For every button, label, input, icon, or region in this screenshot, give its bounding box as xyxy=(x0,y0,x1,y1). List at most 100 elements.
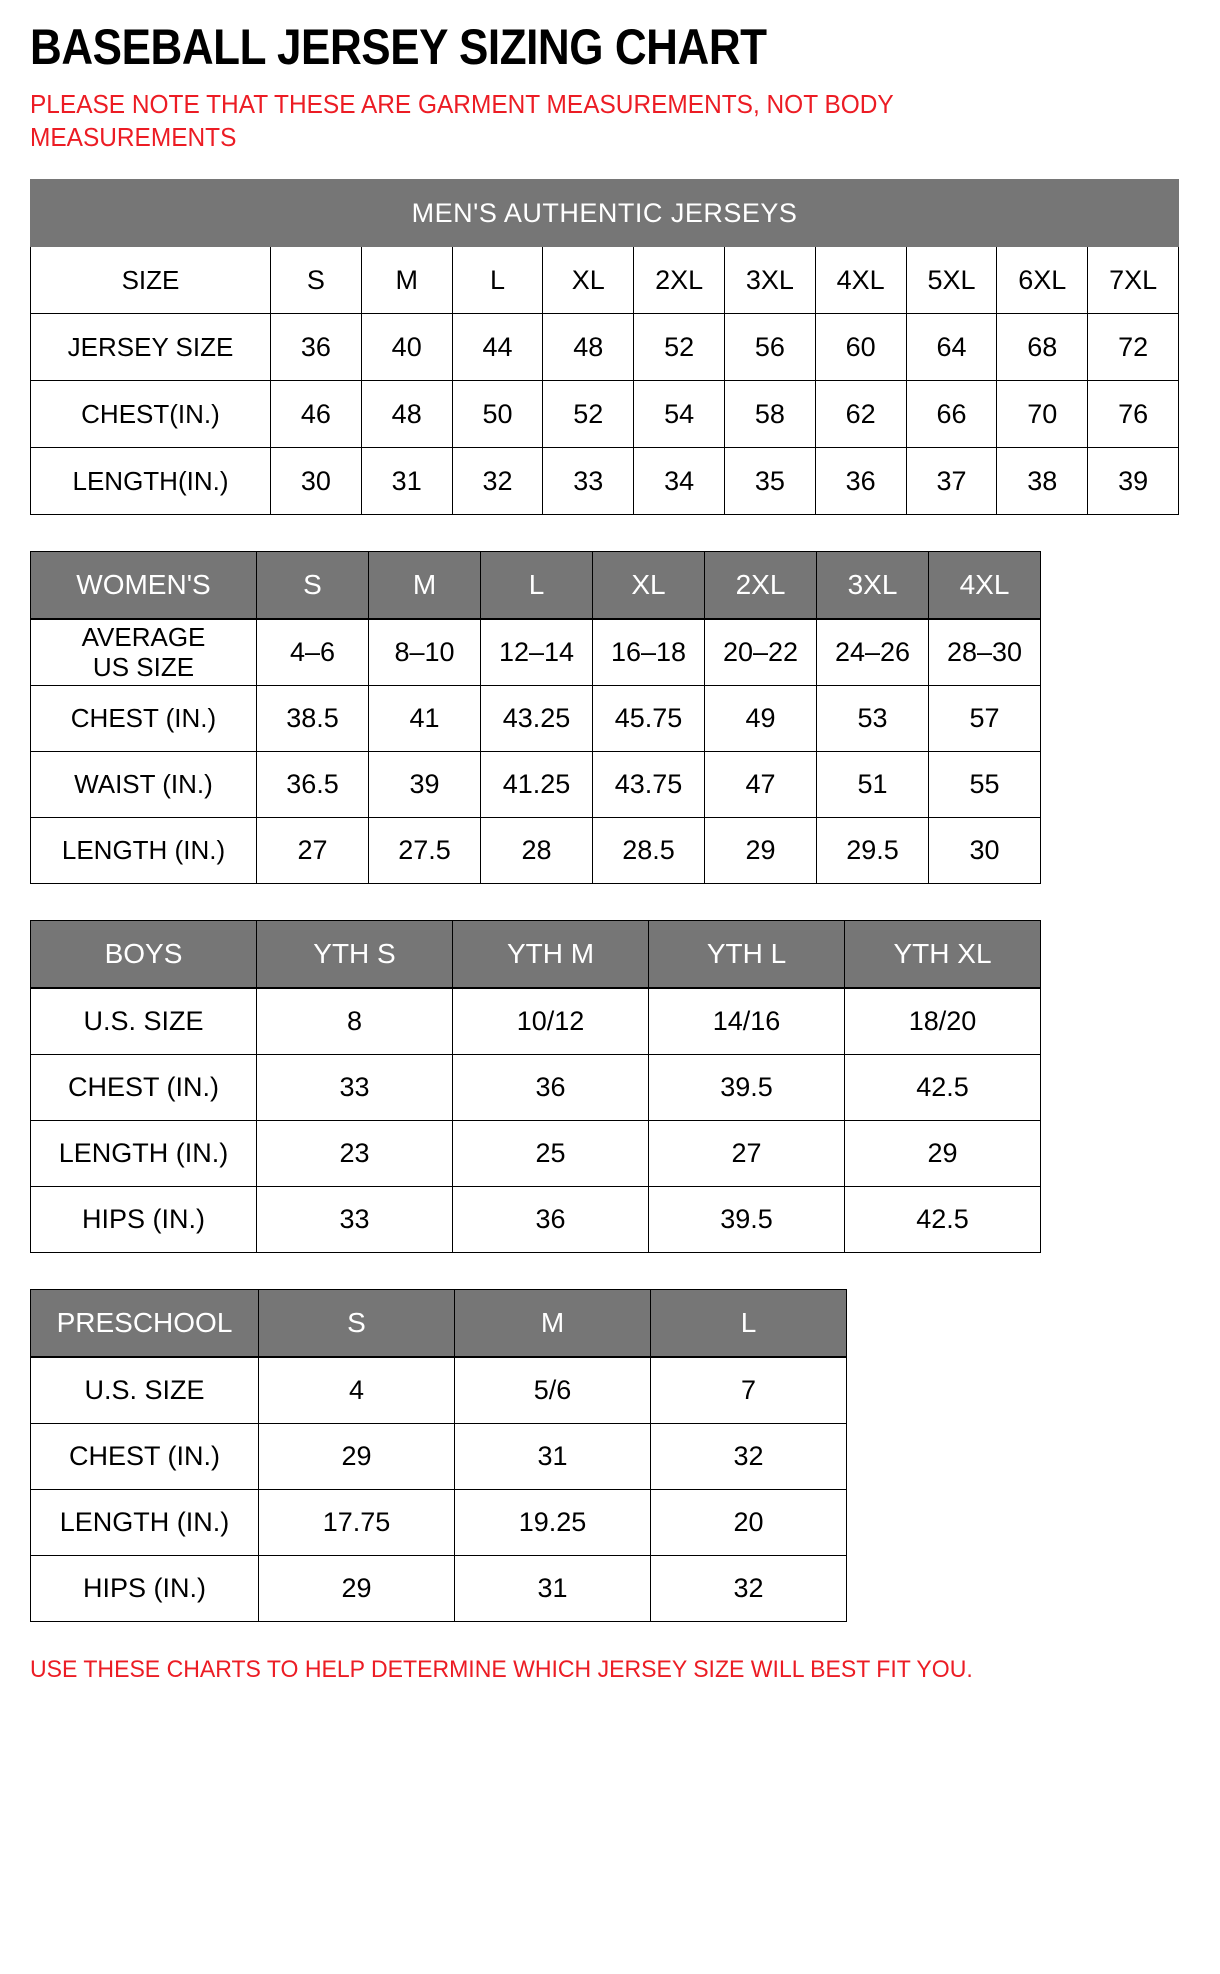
row-header: CHEST (IN.) xyxy=(30,685,257,752)
page-title: BASEBALL JERSEY SIZING CHART xyxy=(30,19,767,75)
table-row: LENGTH (IN.) 23 25 27 29 xyxy=(30,1120,1041,1187)
table-cell: 30 xyxy=(928,817,1041,884)
column-header: S xyxy=(270,246,362,314)
table-cell: 36 xyxy=(270,313,362,381)
table-row: JERSEY SIZE 36 40 44 48 52 56 60 64 68 72 xyxy=(30,313,1180,381)
table-row: LENGTH(IN.) 30 31 32 33 34 35 36 37 38 39 xyxy=(30,447,1180,515)
preschool-sizing-table: PRESCHOOL S M L U.S. SIZE 4 5/6 7 CHEST (IN.) 29 3… xyxy=(30,1289,847,1622)
table-cell: 32 xyxy=(451,447,544,515)
table-cell: 48 xyxy=(542,313,635,381)
table-cell: 27.5 xyxy=(368,817,481,884)
table-cell: 58 xyxy=(723,380,816,448)
table-cell: 49 xyxy=(704,685,817,752)
table-cell: 18/20 xyxy=(844,987,1041,1055)
table-cell: 57 xyxy=(928,685,1041,752)
table-row: U.S. SIZE 4 5/6 7 xyxy=(30,1356,847,1424)
column-header: 4XL xyxy=(928,551,1041,620)
table-banner-row: MEN'S AUTHENTIC JERSEYS xyxy=(29,179,1180,247)
table-cell: 29 xyxy=(844,1120,1041,1187)
table-cell: 52 xyxy=(542,380,635,448)
table-cell: 41 xyxy=(368,685,481,752)
table-cell: 41.25 xyxy=(480,751,593,818)
table-cell: 28.5 xyxy=(592,817,705,884)
womens-sizing-table: WOMEN'S S M L XL 2XL 3XL 4XL AVERAGE US SIZE 4–6 8–… xyxy=(30,551,1041,884)
table-cell: 76 xyxy=(1087,380,1180,448)
table-cell: 36.5 xyxy=(256,751,369,818)
table-cell: 39.5 xyxy=(648,1186,845,1253)
table-cell: 8–10 xyxy=(368,618,481,686)
table-cell: 33 xyxy=(256,1186,453,1253)
table-cell: 31 xyxy=(454,1423,651,1490)
column-header: S xyxy=(256,551,369,620)
table-cell: 39 xyxy=(368,751,481,818)
column-header: S xyxy=(258,1289,455,1358)
table-cell: 43.25 xyxy=(480,685,593,752)
column-header: 3XL xyxy=(816,551,929,620)
table-cell: 32 xyxy=(650,1555,847,1622)
table-cell: 29 xyxy=(258,1423,455,1490)
table-cell: 48 xyxy=(360,380,453,448)
column-header-label: SIZE xyxy=(30,246,271,314)
column-header-label: WOMEN'S xyxy=(30,551,257,620)
table-cell: 39 xyxy=(1087,447,1180,515)
column-header: 5XL xyxy=(905,246,998,314)
table-row: CHEST (IN.) 33 36 39.5 42.5 xyxy=(30,1054,1041,1121)
table-cell: 12–14 xyxy=(480,618,593,686)
table-cell: 20–22 xyxy=(704,618,817,686)
table-cell: 46 xyxy=(270,380,362,448)
table-cell: 29 xyxy=(258,1555,455,1622)
table-cell: 62 xyxy=(814,380,907,448)
table-cell: 4 xyxy=(258,1356,455,1424)
column-header: M xyxy=(454,1289,651,1358)
row-header: U.S. SIZE xyxy=(30,1356,259,1424)
row-header: WAIST (IN.) xyxy=(30,751,257,818)
table-row: HIPS (IN.) 33 36 39.5 42.5 xyxy=(30,1186,1041,1253)
table-cell: 52 xyxy=(633,313,725,381)
table-header-row: PRESCHOOL S M L xyxy=(30,1289,847,1358)
row-header: LENGTH(IN.) xyxy=(30,447,271,515)
table-row: CHEST(IN.) 46 48 50 52 54 58 62 66 70 76 xyxy=(30,380,1180,448)
table-cell: 36 xyxy=(452,1186,649,1253)
womens-table-body: WOMEN'S S M L XL 2XL 3XL 4XL AVERAGE US SIZE 4–6 8–… xyxy=(30,551,1041,884)
column-header: M xyxy=(368,551,481,620)
table-cell: 39.5 xyxy=(648,1054,845,1121)
table-cell: 53 xyxy=(816,685,929,752)
table-cell: 42.5 xyxy=(844,1054,1041,1121)
table-cell: 14/16 xyxy=(648,987,845,1055)
row-header: U.S. SIZE xyxy=(30,987,257,1055)
table-cell: 68 xyxy=(996,313,1089,381)
table-cell: 44 xyxy=(451,313,544,381)
table-cell: 7 xyxy=(650,1356,847,1424)
table-cell: 36 xyxy=(814,447,907,515)
table-cell: 54 xyxy=(633,380,725,448)
row-header: AVERAGE US SIZE xyxy=(30,618,257,686)
column-header-label: PRESCHOOL xyxy=(30,1289,259,1358)
mens-table-body: MEN'S AUTHENTIC JERSEYS SIZE S M L XL 2XL 3XL 4X… xyxy=(29,179,1180,515)
row-header: JERSEY SIZE xyxy=(30,313,271,381)
table-row: U.S. SIZE 8 10/12 14/16 18/20 xyxy=(30,987,1041,1055)
column-header: YTH L xyxy=(648,920,845,989)
table-cell: 28 xyxy=(480,817,593,884)
table-cell: 66 xyxy=(905,380,998,448)
row-header: CHEST (IN.) xyxy=(30,1423,259,1490)
row-header: LENGTH (IN.) xyxy=(30,1120,257,1187)
column-header: YTH XL xyxy=(844,920,1041,989)
table-cell: 60 xyxy=(814,313,907,381)
table-cell: 8 xyxy=(256,987,453,1055)
table-cell: 29.5 xyxy=(816,817,929,884)
row-header: HIPS (IN.) xyxy=(30,1555,259,1622)
column-header: M xyxy=(360,246,453,314)
table-cell: 35 xyxy=(723,447,816,515)
column-header: L xyxy=(480,551,593,620)
column-header: YTH M xyxy=(452,920,649,989)
table-cell: 23 xyxy=(256,1120,453,1187)
table-banner-title: MEN'S AUTHENTIC JERSEYS xyxy=(29,179,1180,247)
table-cell: 43.75 xyxy=(592,751,705,818)
table-cell: 20 xyxy=(650,1489,847,1556)
table-cell: 55 xyxy=(928,751,1041,818)
table-cell: 51 xyxy=(816,751,929,818)
table-cell: 70 xyxy=(996,380,1089,448)
table-cell: 33 xyxy=(256,1054,453,1121)
table-cell: 37 xyxy=(905,447,998,515)
table-cell: 27 xyxy=(256,817,369,884)
